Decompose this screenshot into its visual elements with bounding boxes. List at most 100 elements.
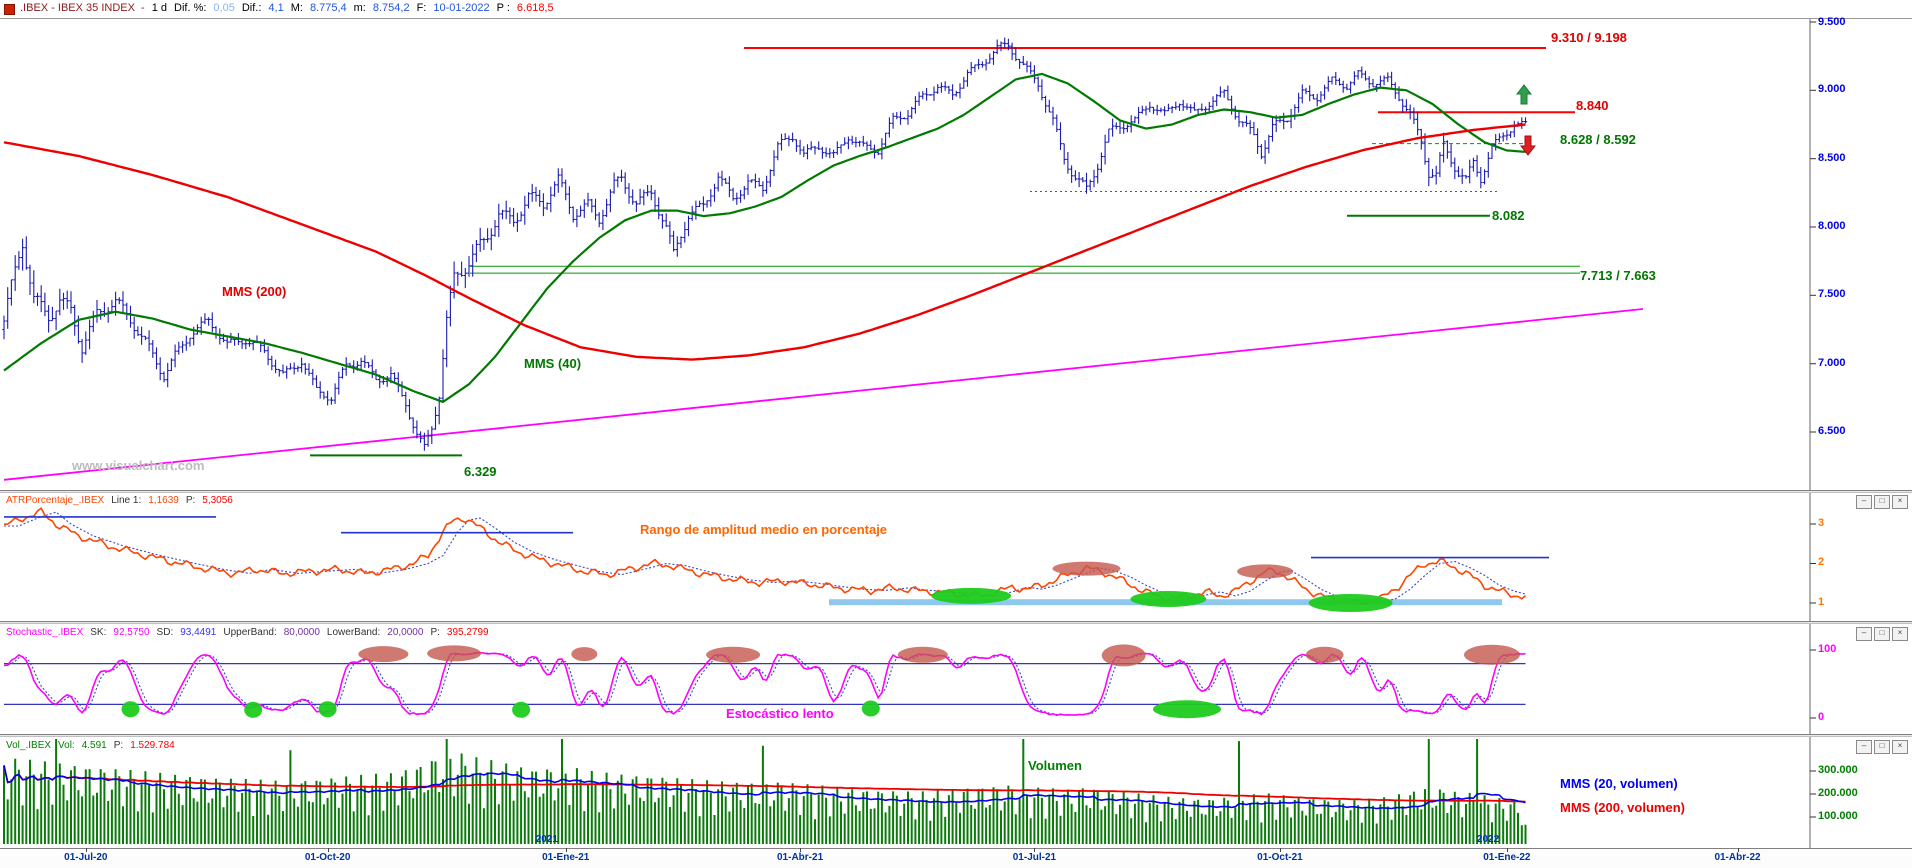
- minimize-button[interactable]: –: [1856, 627, 1872, 641]
- title-text-segment: 0,05: [213, 2, 235, 14]
- title-text-segment: M:: [290, 2, 303, 14]
- sto-header-segment: 92,5750: [113, 627, 150, 638]
- date-axis-label: 01-Abr-22: [1714, 852, 1761, 863]
- stochastic-window-controls: – □ ×: [1856, 627, 1908, 641]
- title-text-segment: .IBEX - IBEX 35 INDEX -: [20, 2, 145, 14]
- sto-header-segment: P:: [430, 627, 440, 638]
- volume-mms20-caption: MMS (20, volumen): [1560, 776, 1678, 791]
- year-label: 2021: [535, 834, 558, 845]
- minimize-button[interactable]: –: [1856, 495, 1872, 509]
- price-axis-label: 9.000: [1818, 83, 1846, 95]
- vol-header-segment: P:: [113, 740, 124, 751]
- resistance-level-label: 8.840: [1576, 98, 1609, 113]
- resistance-level-label: 9.310 / 9.198: [1551, 30, 1627, 45]
- date-axis-label: 01-Jul-21: [1012, 852, 1057, 863]
- maximize-button[interactable]: □: [1874, 495, 1890, 509]
- stochastic-axis-label: 0: [1818, 711, 1825, 723]
- volume-axis-label: 300.000: [1818, 764, 1858, 776]
- stochastic-caption: Estocástico lento: [726, 706, 834, 721]
- price-axis-label: 8.500: [1818, 152, 1846, 164]
- title-text-segment: 8.775,4: [309, 2, 347, 14]
- instrument-title: .IBEX - IBEX 35 INDEX - 1 d Dif. %: 0,05 Dif…: [20, 2, 561, 14]
- title-text-segment: m:: [353, 2, 366, 14]
- minimize-button[interactable]: –: [1856, 740, 1872, 754]
- vol-header-segment: Vol:: [58, 740, 75, 751]
- atr-caption: Rango de amplitud medio en porcentaje: [640, 522, 888, 537]
- support-level-label: 7.713 / 7.663: [1580, 268, 1656, 283]
- title-text-segment: 8.754,2: [372, 2, 410, 14]
- price-axis-label: 6.500: [1818, 425, 1846, 437]
- vol-header-segment: 4.591: [81, 740, 107, 751]
- title-text-segment: Dif.:: [241, 2, 262, 14]
- close-button[interactable]: ×: [1892, 740, 1908, 754]
- atr-header-segment: 1,1639: [148, 495, 179, 506]
- watermark: www.visualchart.com: [72, 458, 205, 473]
- sto-header-segment: UpperBand:: [223, 627, 277, 638]
- volume-panel-header: Vol_.IBEX Vol: 4.591 P: 1.529.784: [6, 740, 182, 751]
- panel-separator[interactable]: [0, 734, 1912, 737]
- volume-axis-label: 100.000: [1818, 810, 1858, 822]
- mms200-label: MMS (200): [222, 284, 287, 299]
- date-axis[interactable]: [0, 848, 1912, 868]
- sto-header-segment: 93,4491: [180, 627, 217, 638]
- mms40-label: MMS (40): [524, 356, 582, 371]
- sto-header-segment: 395,2799: [446, 627, 489, 638]
- maximize-button[interactable]: □: [1874, 740, 1890, 754]
- price-axis-label: 9.500: [1818, 16, 1846, 28]
- chart-icon: [4, 4, 15, 15]
- support-level-label: 6.329: [464, 464, 497, 479]
- volume-axis-label: 200.000: [1818, 787, 1858, 799]
- chart-title-bar: .IBEX - IBEX 35 INDEX - 1 d Dif. %: 0,05 Dif…: [0, 0, 1912, 19]
- date-axis-label: 01-Ene-22: [1483, 852, 1531, 863]
- sto-header-segment: 20,0000: [387, 627, 424, 638]
- atr-header-segment: ATRPorcentaje_.IBEX: [6, 495, 105, 506]
- date-axis-tick: [1034, 848, 1036, 852]
- title-text-segment: 1 d: [151, 2, 168, 14]
- title-text-segment: F:: [416, 2, 427, 14]
- price-axis-label: 8.000: [1818, 220, 1846, 232]
- date-axis-tick: [800, 848, 802, 852]
- breakdown-down-arrow-icon: [1519, 134, 1537, 161]
- volume-caption: Volumen: [1028, 758, 1082, 773]
- title-text-segment: 4,1: [268, 2, 284, 14]
- date-axis-label: 01-Oct-20: [304, 852, 351, 863]
- stochastic-panel-header: Stochastic_.IBEX SK: 92,5750 SD: 93,4491 Uppe…: [6, 627, 496, 638]
- stochastic-axis-label: 100: [1818, 643, 1837, 655]
- panel-separator[interactable]: [0, 490, 1912, 493]
- atr-header-segment: 5,3056: [202, 495, 233, 506]
- close-button[interactable]: ×: [1892, 495, 1908, 509]
- date-axis-tick: [1737, 848, 1739, 852]
- atr-axis-label: 2: [1818, 556, 1825, 568]
- date-axis-label: 01-Ene-21: [542, 852, 590, 863]
- atr-panel-header: ATRPorcentaje_.IBEX Line 1: 1,1639 P: 5,3056: [6, 495, 240, 506]
- date-axis-tick: [85, 848, 87, 852]
- price-axis-label: 7.000: [1818, 357, 1846, 369]
- volume-window-controls: – □ ×: [1856, 740, 1908, 754]
- sto-header-segment: SK:: [90, 627, 107, 638]
- sto-header-segment: Stochastic_.IBEX: [6, 627, 84, 638]
- atr-window-controls: – □ ×: [1856, 495, 1908, 509]
- support-level-label: 8.628 / 8.592: [1560, 132, 1636, 147]
- title-text-segment: 6.618,5: [516, 2, 554, 14]
- close-button[interactable]: ×: [1892, 627, 1908, 641]
- sto-header-segment: SD:: [156, 627, 174, 638]
- panel-separator[interactable]: [0, 621, 1912, 624]
- atr-axis-label: 1: [1818, 596, 1825, 608]
- date-axis-label: 01-Abr-21: [777, 852, 824, 863]
- vol-header-segment: 1.529.784: [130, 740, 175, 751]
- date-axis-tick: [1506, 848, 1508, 852]
- atr-header-segment: Line 1:: [111, 495, 142, 506]
- support-level-label: 8.082: [1492, 208, 1525, 223]
- vol-header-segment: Vol_.IBEX: [6, 740, 52, 751]
- breakout-up-arrow-icon: [1515, 84, 1533, 111]
- price-axis-label: 7.500: [1818, 288, 1846, 300]
- sto-header-segment: LowerBand:: [326, 627, 381, 638]
- atr-axis-label: 3: [1818, 517, 1825, 529]
- atr-header-segment: P:: [185, 495, 196, 506]
- date-axis-label: 01-Jul-20: [64, 852, 108, 863]
- maximize-button[interactable]: □: [1874, 627, 1890, 641]
- title-text-segment: P :: [496, 2, 510, 14]
- year-label: 2022: [1476, 834, 1500, 845]
